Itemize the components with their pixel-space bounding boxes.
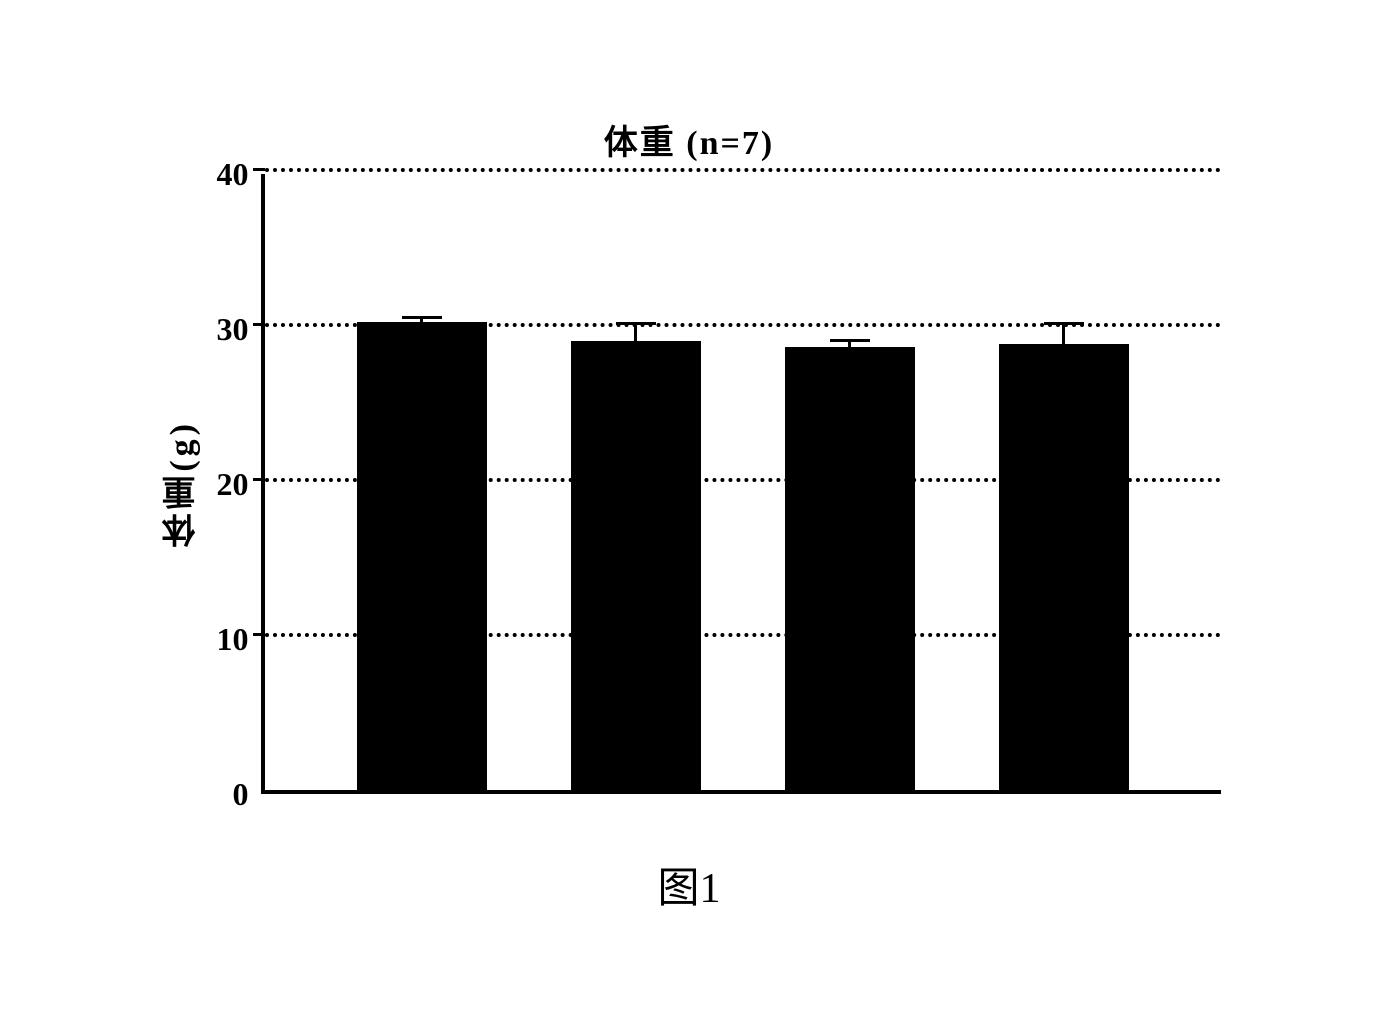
figure-container: 体重 (n=7) 体重(g) 403020100 图1 [158,115,1221,915]
y-tick-mark [253,478,265,481]
gridline [265,633,1221,637]
error-cap [830,339,870,342]
gridline [265,168,1221,172]
chart-wrapper: 体重(g) 403020100 [158,174,1221,794]
y-tick-mark [253,633,265,636]
bar [571,341,701,791]
bar-group [357,316,487,790]
bar-group [571,322,701,790]
chart-title: 体重 (n=7) [604,115,774,164]
y-axis: 403020100 [217,174,261,794]
gridline [265,478,1221,482]
plot-area [261,174,1221,794]
figure-caption: 图1 [657,854,720,915]
y-tick-mark [253,168,265,171]
bar [785,347,915,790]
y-tick-mark [253,323,265,326]
bar [999,344,1129,790]
bar [357,322,487,790]
chart-area: 403020100 [217,174,1221,794]
error-bar [848,339,851,347]
error-cap [402,316,442,319]
error-bar [420,316,423,322]
bar-group [785,339,915,790]
y-axis-label: 体重(g) [158,420,207,548]
bar-group [999,322,1129,790]
bars-container [265,174,1221,790]
gridline [265,323,1221,327]
